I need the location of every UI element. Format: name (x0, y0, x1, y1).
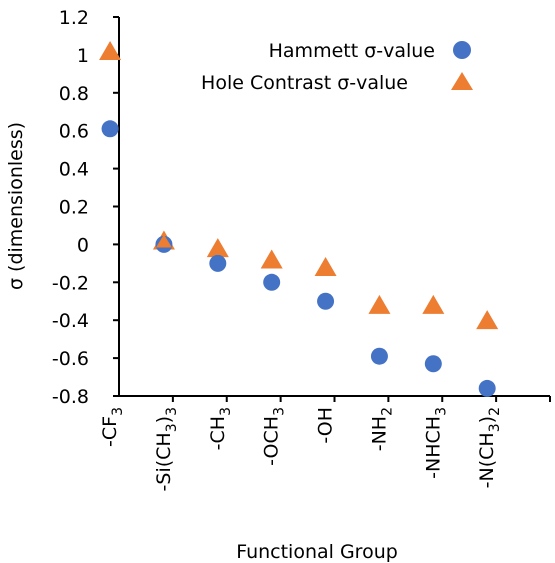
x-tick-label: -Si(CH3)3 (153, 407, 180, 491)
point-hole-contrast-overlay (155, 234, 172, 248)
x-tick-label: -OCH3 (261, 407, 288, 466)
y-tick-label: -0.4 (52, 310, 89, 332)
point-hole-contrast (206, 238, 229, 258)
x-tick-label: -N(CH3)2 (476, 407, 503, 488)
legend-label-hammett: Hammett σ-value (269, 40, 435, 62)
y-ticks: 1.2 1 0.8 0.6 0.4 0.2 0 -0.2 -0.4 -0.6 -0.8 (52, 7, 119, 408)
y-tick-label: 0.4 (59, 159, 89, 181)
x-tick-label: -NHCH3 (422, 407, 449, 479)
x-axis-title: Functional Group (236, 541, 398, 563)
point-hole-contrast (314, 257, 337, 277)
point-hole-contrast (476, 310, 499, 330)
point-hammett (424, 355, 442, 373)
x-tick-label: -CH3 (207, 407, 234, 450)
x-tick-label: -CF3 (99, 407, 126, 447)
x-tick-label: -OH (315, 407, 337, 444)
legend: Hammett σ-value Hole Contrast σ-value (201, 40, 473, 94)
point-hammett (101, 120, 119, 138)
point-hole-contrast (422, 294, 445, 314)
point-hole-contrast (368, 294, 391, 314)
point-hole-contrast (260, 249, 283, 269)
legend-label-hole-contrast: Hole Contrast σ-value (201, 72, 408, 94)
x-ticks: -CF3 -Si(CH3)3 -CH3 -OCH3 -OH -NH2 -NHCH3 -N(CH… (99, 396, 551, 491)
point-hammett (478, 379, 496, 397)
y-tick-label: 0.8 (59, 83, 89, 105)
legend-marker-hole-contrast (451, 72, 473, 90)
y-tick-label: -0.8 (52, 386, 89, 408)
y-axis: 1.2 1 0.8 0.6 0.4 0.2 0 -0.2 -0.4 -0.6 -0.8 (52, 7, 120, 408)
y-tick-label: 0 (77, 234, 89, 256)
y-tick-label: 1.2 (59, 7, 89, 29)
y-tick-label: 1 (77, 45, 89, 67)
data-points (99, 41, 499, 397)
y-tick-label: -0.6 (52, 348, 89, 370)
y-tick-label: 0.2 (59, 197, 89, 219)
x-axis: -CF3 -Si(CH3)3 -CH3 -OCH3 -OH -NH2 -NHCH3 -N(CH… (99, 395, 551, 491)
point-hammett (317, 292, 335, 310)
point-hole-contrast (99, 41, 122, 61)
legend-marker-hammett (453, 41, 471, 59)
point-hammett (263, 273, 281, 291)
point-hammett (370, 347, 388, 365)
point-hammett (209, 254, 227, 272)
y-axis-title: σ (dimensionless) (5, 122, 27, 290)
y-tick-label: 0.6 (59, 121, 89, 143)
x-tick-label: -NH2 (368, 407, 395, 451)
y-tick-label: -0.2 (52, 272, 89, 294)
